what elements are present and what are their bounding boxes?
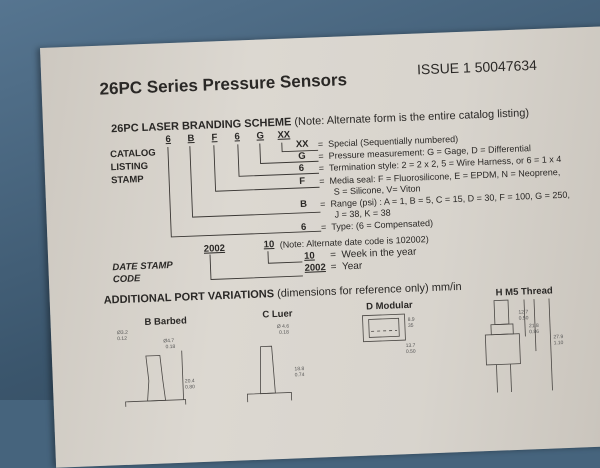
dim-label: 0.74 (295, 372, 305, 378)
dim-label: 35 (408, 323, 414, 329)
dim-label: 13.7 (406, 343, 416, 349)
dim-label: 18.8 (294, 366, 304, 372)
dim-label: 1.10 (554, 340, 564, 346)
dim-label: Ø4.7 (163, 338, 174, 344)
port-drawings: Ø3.2 0.12 Ø4.7 0.18 20.4 0.80 Ø 4.6 0.18… (117, 298, 564, 412)
dim-label: Ø 4.6 (277, 324, 290, 330)
dim-label: 0.18 (165, 344, 175, 350)
dim-label: 0.50 (406, 349, 416, 355)
dim-label: Ø3.2 (117, 330, 128, 336)
dim-label: 20.4 (185, 378, 195, 384)
dim-label: 0.12 (117, 336, 127, 342)
dim-label: 0.80 (185, 384, 195, 390)
document-page: 26PC Series Pressure Sensors ISSUE 1 500… (99, 57, 570, 412)
dim-label: 12.7 (518, 309, 528, 315)
dim-label: 8.9 (408, 317, 415, 323)
dim-label: 0.86 (529, 329, 539, 335)
dim-label: 27.9 (553, 334, 563, 340)
dim-label: 0.50 (519, 315, 529, 321)
branding-connector-lines (167, 142, 322, 280)
dim-label: 0.18 (279, 330, 289, 336)
dim-label: 21.8 (529, 323, 539, 329)
